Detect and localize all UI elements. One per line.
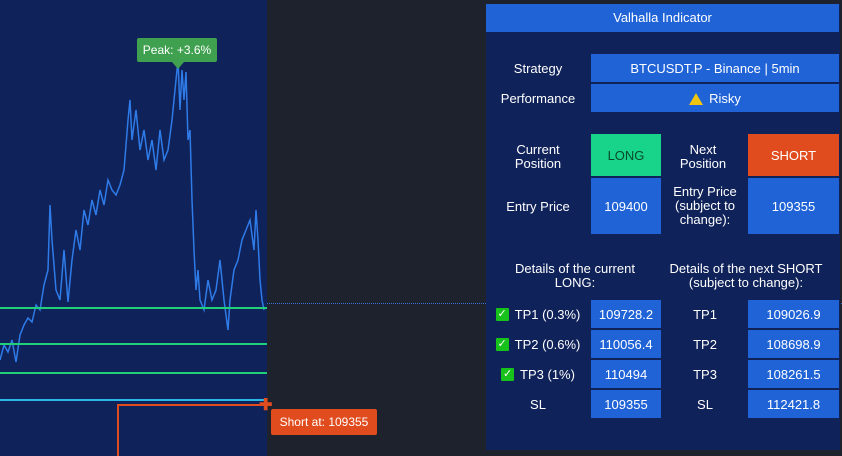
next-row-tp1-value: 109026.9 [748,300,839,328]
next-row-tp3-label: TP3 [693,366,717,382]
current-row-sl-label: SL [530,396,546,412]
price-line-svg [0,59,265,363]
details-next-header: Details of the next SHORT (subject to ch… [669,261,823,290]
next-entry-value: 109355 [748,178,839,234]
entry-price-value: 109400 [591,178,661,234]
next-row-sl-label: SL [697,396,713,412]
next-row-tp3-value: 108261.5 [748,360,839,388]
performance-text: Risky [709,90,741,106]
next-entry-label: Entry Price (subject to change): [673,184,737,227]
next-position-label: Next Position [679,142,727,171]
checkbox-checked-icon[interactable]: ✓ [495,307,509,321]
current-row-sl-value: 109355 [591,390,661,418]
details-current-header: Details of the current LONG: [515,261,635,290]
performance-label: Performance [500,90,576,106]
next-row-tp1-label: TP1 [693,306,717,322]
next-row-tp2-value: 108698.9 [748,330,839,358]
panel-title: Valhalla Indicator [486,4,839,32]
tp-line-1 [0,307,267,309]
current-row-tp3-label: ✓ TP3 (1%) [501,366,575,382]
current-row-tp1-label: ✓ TP1 (0.3%) [495,306,581,322]
strategy-value: BTCUSDT.P - Binance | 5min [591,54,839,82]
next-position-value: SHORT [748,134,839,176]
entry-price-label: Entry Price [506,198,570,214]
price-line [0,59,265,363]
current-row-tp2-value: 110056.4 [591,330,661,358]
peak-label: Peak: +3.6% [137,38,217,62]
entry-line [0,399,267,401]
next-row-sl-value: 112421.8 [748,390,839,418]
tp-line-3 [0,372,267,374]
short-vertical-line [117,404,119,456]
current-row-tp1-value: 109728.2 [591,300,661,328]
short-entry-line [117,404,267,406]
price-chart[interactable]: Peak: +3.6% [0,0,267,456]
peak-arrow-icon [172,62,184,69]
current-position-value: LONG [591,134,661,176]
short-label: Short at: 109355 [271,409,377,435]
warning-icon [689,93,704,105]
checkbox-checked-icon[interactable]: ✓ [495,337,509,351]
current-row-tp3-value: 110494 [591,360,661,388]
next-row-tp2-label: TP2 [693,336,717,352]
performance-value: Risky [591,84,839,112]
short-marker-icon: ✚ [259,397,273,414]
current-position-label: Current Position [514,142,562,171]
current-row-tp2-label: ✓ TP2 (0.6%) [495,336,581,352]
tp-line-2 [0,343,267,345]
valhalla-indicator-panel: Valhalla Indicator Strategy BTCUSDT.P - … [486,4,840,450]
strategy-label: Strategy [513,60,563,76]
checkbox-checked-icon[interactable]: ✓ [501,367,515,381]
